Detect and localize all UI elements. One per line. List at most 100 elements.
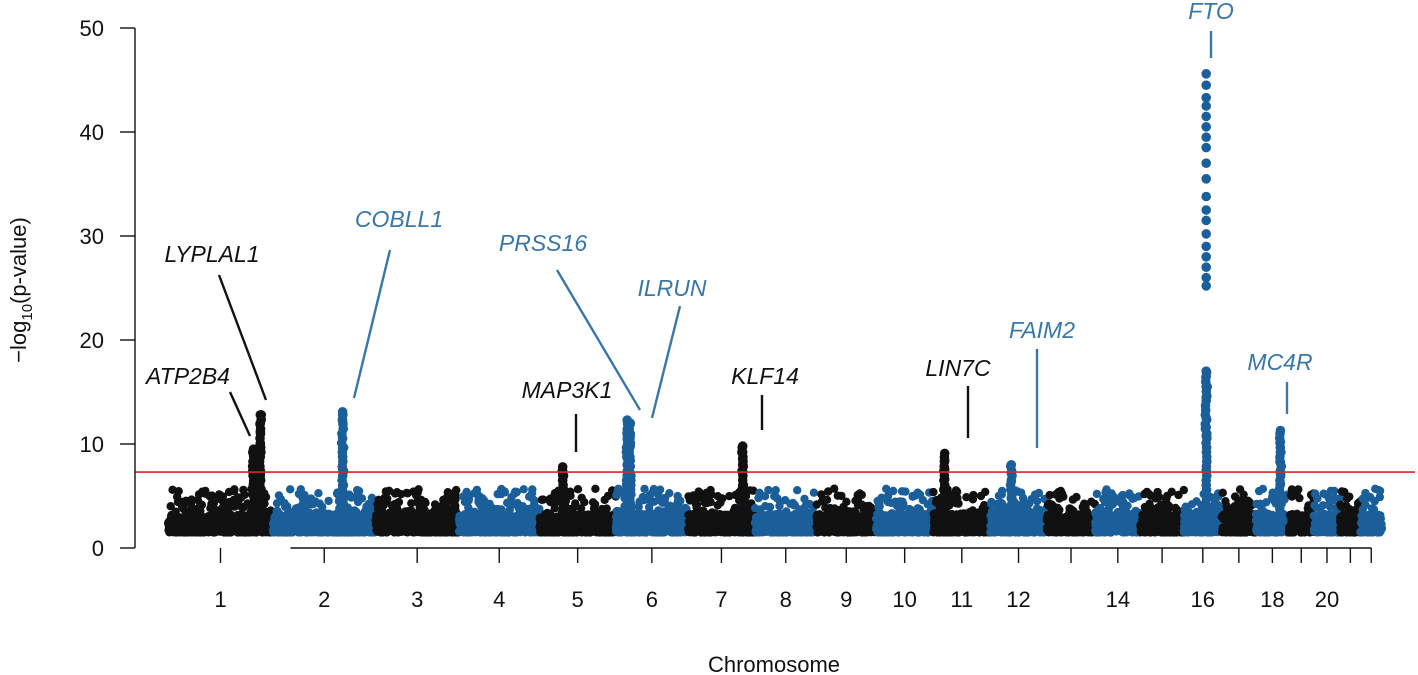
snp-point [214,520,223,530]
snp-point [234,522,244,531]
snp-point [929,487,938,497]
snp-point [482,514,491,524]
snp-point [702,516,712,525]
snp-point [167,510,176,520]
snp-point [696,527,705,536]
snp-point [221,526,231,535]
snp-point [790,500,799,510]
snp-point [322,516,332,525]
snp-point [324,496,333,506]
snp-point [954,499,963,508]
snp-point [180,512,190,521]
snp-point [207,498,217,508]
snp-point [751,504,760,513]
snp-point [644,503,654,512]
snp-point [397,525,407,534]
snp-point [402,511,411,520]
snp-point [467,512,476,522]
snp-point [450,500,459,509]
snp-point [875,512,885,521]
snp-point [573,485,583,494]
snp-point [166,518,176,527]
snp-point [431,521,440,531]
snp-point [476,519,485,528]
snp-point [651,512,661,521]
snp-point [227,519,236,528]
snp-point [675,516,684,525]
snp-point [690,512,699,521]
snp-point [590,500,600,509]
snp-point [379,500,389,510]
snp-point [897,487,907,496]
snp-point [879,521,888,530]
snp-point [1017,488,1026,497]
snp-point [270,513,279,522]
snp-point [994,491,1004,500]
snp-point [986,499,996,509]
snp-point [218,492,227,501]
snp-point [413,513,422,522]
snp-point [272,499,282,508]
snp-point [975,527,984,537]
snp-point [969,490,978,500]
snp-point [716,498,725,507]
snp-point [839,522,848,532]
snp-point [706,485,715,495]
snp-point [1030,490,1040,499]
snp-point [519,485,528,494]
snp-point [967,526,976,535]
snp-point [318,502,327,512]
snp-point [891,497,900,506]
snp-point [198,487,207,496]
snp-point [385,486,394,495]
snp-point [760,492,770,501]
snp-point [1051,490,1061,499]
snp-point [767,527,777,536]
snp-point [280,499,289,508]
snp-point [793,486,802,495]
snp-point [721,513,730,522]
snp-point [647,488,657,498]
snp-point [574,510,584,520]
snp-point [590,527,599,536]
snp-point [430,500,440,509]
snp-point [951,526,960,536]
snp-point [968,510,977,519]
snp-point [464,496,473,505]
snp-point [550,504,559,513]
snp-point [475,499,484,508]
snp-point [666,519,676,528]
snp-point [581,520,591,529]
snp-point [816,521,826,531]
snp-point [353,495,362,505]
snp-point [889,512,898,521]
snp-point [222,511,232,520]
snp-point [474,491,484,501]
snp-point [353,488,363,498]
snp-point [522,520,531,529]
snp-point [442,521,451,531]
snp-point [809,488,819,497]
snp-point [421,498,430,508]
snp-point [413,497,422,507]
snp-point [1025,521,1034,530]
snp-point [851,496,860,505]
snp-point [885,528,894,537]
snp-point [464,503,473,512]
snp-point [875,502,884,511]
snp-point [179,504,188,514]
snp-point [314,489,323,498]
snp-point [675,503,685,512]
snp-point [186,500,196,509]
snp-point [602,512,611,521]
snp-point [308,527,317,536]
snp-point [952,487,962,496]
snp-point [912,515,921,524]
snp-point [528,485,537,494]
snp-point [465,526,474,536]
snp-point [396,490,406,499]
snp-point [640,484,649,494]
snp-point [188,524,197,533]
snp-point [994,511,1003,520]
snp-point [315,512,324,522]
